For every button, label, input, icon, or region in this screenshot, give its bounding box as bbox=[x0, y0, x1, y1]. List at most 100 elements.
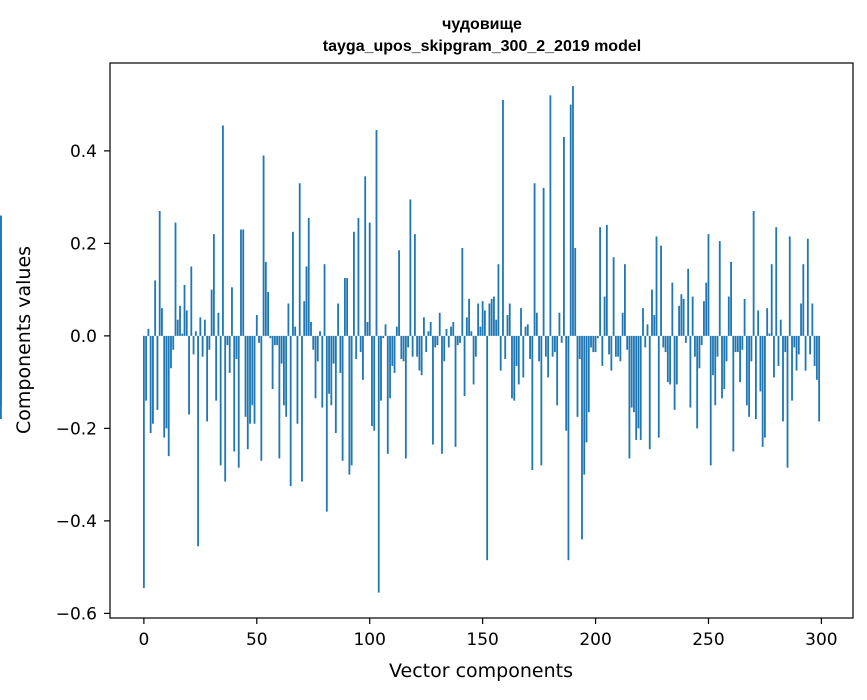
bar bbox=[303, 301, 306, 336]
bar bbox=[477, 303, 480, 336]
y-tick-label: −0.6 bbox=[56, 604, 97, 624]
x-tick-label: 0 bbox=[138, 630, 149, 650]
bar bbox=[233, 335, 236, 452]
bar bbox=[657, 335, 660, 438]
bar bbox=[797, 335, 800, 355]
bar bbox=[495, 319, 498, 336]
bar bbox=[208, 335, 211, 350]
bar bbox=[260, 335, 263, 461]
x-tick-label: 200 bbox=[579, 630, 611, 650]
bar bbox=[709, 335, 712, 466]
plot-frame bbox=[109, 62, 854, 619]
bar bbox=[596, 335, 599, 339]
bar bbox=[745, 335, 748, 406]
bar bbox=[362, 335, 364, 380]
bar bbox=[673, 335, 676, 410]
bar bbox=[445, 328, 448, 336]
bar bbox=[353, 231, 355, 336]
bar bbox=[398, 250, 400, 336]
bar bbox=[237, 335, 240, 468]
bar bbox=[694, 335, 696, 357]
bar bbox=[154, 280, 157, 336]
bar bbox=[411, 335, 414, 357]
bar bbox=[163, 335, 166, 438]
bar bbox=[420, 335, 423, 376]
bar bbox=[768, 333, 771, 336]
bar bbox=[488, 303, 491, 336]
bar bbox=[0, 215, 2, 336]
bar bbox=[346, 278, 349, 336]
bar bbox=[287, 303, 290, 336]
bar bbox=[569, 104, 572, 336]
bar bbox=[334, 335, 337, 434]
bar bbox=[409, 199, 412, 336]
bar bbox=[563, 137, 565, 336]
bar bbox=[447, 335, 450, 348]
bar bbox=[727, 296, 730, 336]
bar bbox=[228, 335, 231, 373]
bar bbox=[594, 335, 597, 353]
bar bbox=[375, 130, 378, 336]
bar bbox=[224, 335, 227, 482]
bar bbox=[608, 335, 610, 355]
bar bbox=[481, 301, 484, 336]
bar bbox=[605, 224, 608, 336]
bar bbox=[732, 335, 735, 452]
bar bbox=[490, 298, 493, 336]
bar bbox=[603, 296, 606, 336]
bar bbox=[770, 264, 773, 336]
bar bbox=[642, 308, 644, 336]
bar bbox=[637, 335, 640, 429]
bar bbox=[779, 319, 782, 336]
bar bbox=[425, 335, 428, 353]
bar bbox=[167, 335, 170, 457]
bar bbox=[400, 335, 403, 360]
bar bbox=[610, 335, 613, 371]
bar bbox=[450, 326, 452, 336]
bar bbox=[524, 326, 527, 336]
bar bbox=[624, 264, 626, 336]
bar bbox=[542, 187, 545, 336]
bar bbox=[474, 335, 477, 357]
bar bbox=[323, 264, 326, 336]
bar bbox=[592, 335, 595, 353]
x-tick-label: 50 bbox=[246, 630, 268, 650]
bar bbox=[0, 335, 2, 346]
bar bbox=[761, 335, 764, 447]
bar bbox=[748, 335, 751, 417]
bar bbox=[513, 335, 516, 401]
bar bbox=[280, 335, 283, 364]
bar bbox=[364, 176, 367, 336]
bar bbox=[269, 335, 272, 339]
bar bbox=[443, 335, 446, 362]
bar bbox=[757, 310, 760, 336]
bar bbox=[802, 264, 805, 336]
bar bbox=[215, 335, 218, 401]
bar bbox=[506, 315, 509, 336]
bar bbox=[301, 335, 303, 482]
bar bbox=[795, 335, 798, 371]
bar bbox=[222, 125, 224, 336]
bar bbox=[359, 335, 362, 353]
bar bbox=[517, 335, 520, 385]
bar bbox=[289, 335, 292, 487]
bar bbox=[664, 335, 667, 353]
bar bbox=[188, 335, 190, 415]
bar bbox=[574, 248, 577, 336]
bar bbox=[628, 335, 631, 459]
y-tick-label: −0.2 bbox=[56, 419, 97, 439]
bar bbox=[515, 335, 518, 366]
y-axis-label: Components values bbox=[13, 246, 35, 434]
chart-subtitle: tayga_upos_skipgram_300_2_2019 model bbox=[323, 38, 641, 55]
bar bbox=[391, 335, 394, 366]
bars-group bbox=[0, 86, 821, 593]
bar bbox=[533, 183, 536, 336]
bar bbox=[581, 335, 583, 540]
bar bbox=[386, 335, 389, 454]
bar bbox=[754, 335, 757, 420]
bar bbox=[438, 312, 441, 336]
bar bbox=[152, 335, 154, 424]
y-ticks: −0.6 −0.4 −0.2 0.0 0.2 0.4 bbox=[56, 142, 110, 624]
bar bbox=[687, 268, 690, 336]
